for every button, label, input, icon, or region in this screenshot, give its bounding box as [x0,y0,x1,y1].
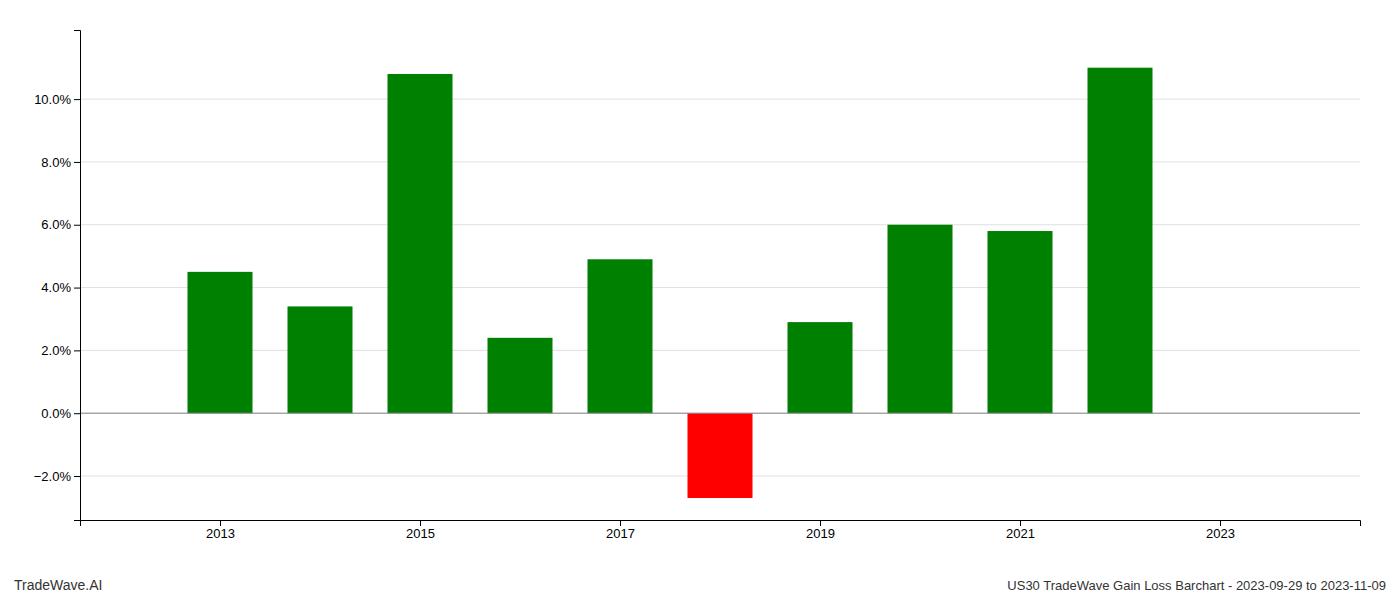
tick-label: 8.0% [41,155,71,170]
tick-label: 10.0% [34,92,71,107]
tick-mark [74,413,80,414]
tick-mark [74,476,80,477]
grid-line [80,99,1360,100]
bar [188,272,253,413]
axis-line [81,521,1361,527]
y-axis: −2.0% 0.0% 2.0% 4.0% 6.0% 8.0% 10.0% [34,31,81,521]
grid-line [80,413,1360,414]
tick: 8.0% [41,155,80,170]
bar [488,338,553,413]
tick-label: 0.0% [41,406,71,421]
tick: 2019 [806,520,835,541]
tick-label: 2017 [606,526,635,541]
tick-mark [1220,520,1221,526]
tick: 10.0% [34,92,80,107]
tick: −2.0% [34,469,80,484]
tick-mark [74,350,80,351]
tick-mark [820,520,821,526]
bar [788,322,853,413]
tick: 0.0% [41,406,80,421]
tick: 2017 [606,520,635,541]
tick-mark [1020,520,1021,526]
chart-svg: 2013 2015 2017 2019 2021 2023 −2.0% 0.0% 2.0% 4.0… [0,0,1400,600]
tick: 2.0% [41,343,80,358]
tick-label: 2015 [406,526,435,541]
bar [388,74,453,413]
tick-mark [74,225,80,226]
tick-label: 2013 [206,526,235,541]
chart-container: 2013 2015 2017 2019 2021 2023 −2.0% 0.0% 2.0% 4.0… [0,0,1400,600]
bar [588,259,653,413]
tick-mark [74,162,80,163]
bar [988,231,1053,413]
tick: 2021 [1006,520,1035,541]
tick: 2015 [406,520,435,541]
tick-label: 2021 [1006,526,1035,541]
tick-mark [220,520,221,526]
annotation: US30 TradeWave Gain Loss Barchart - 2023… [1007,578,1386,593]
axis-line [74,31,81,521]
grid-line [80,287,1360,288]
tick-label: 2019 [806,526,835,541]
tick-label: −2.0% [34,469,72,484]
tick-label: 2.0% [41,343,71,358]
bar [688,413,753,498]
tick: 4.0% [41,280,80,295]
bar [888,225,953,413]
tick: 2023 [1206,520,1235,541]
plot-area [188,68,1153,498]
tick-mark [74,288,80,289]
tick: 6.0% [41,217,80,232]
tick-label: 2023 [1206,526,1235,541]
tick-mark [420,520,421,526]
grid-line [80,350,1360,351]
tick-mark [74,99,80,100]
bar [288,306,353,413]
x-axis: 2013 2015 2017 2019 2021 2023 [81,520,1361,541]
annotation: TradeWave.AI [14,577,102,593]
zero-line [80,413,1360,414]
tick-label: 4.0% [41,280,71,295]
tick-mark [620,520,621,526]
footer: TradeWave.AI US30 TradeWave Gain Loss Bar… [14,577,1386,593]
tick-label: 6.0% [41,217,71,232]
tick: 2013 [206,520,235,541]
bar [1088,68,1153,414]
grid-line [80,161,1360,162]
grid-line [80,224,1360,225]
